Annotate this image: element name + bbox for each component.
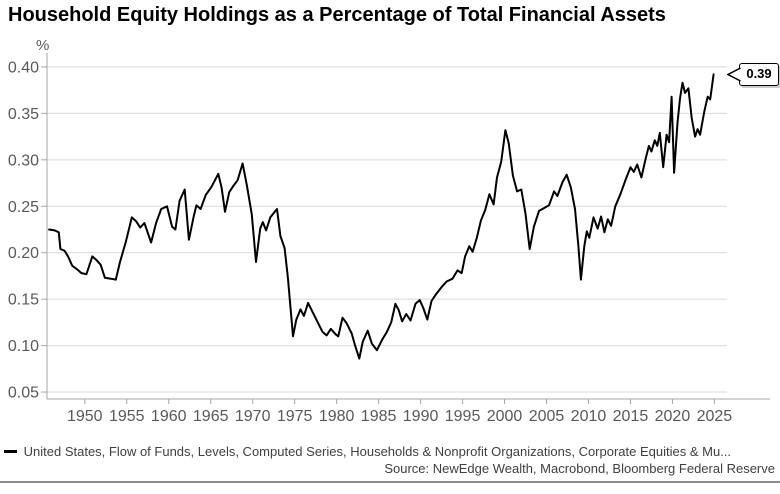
y-tick-label: 0.05 (8, 385, 39, 402)
x-tick-label: 1965 (193, 408, 229, 425)
line-chart: 0.05 0.10 0.15 0.20 0.25 0.30 0.35 0.40 1950 1955… (8, 53, 770, 425)
legend-line-marker-icon (4, 450, 17, 454)
y-axis-unit-label: % (36, 37, 50, 54)
legend: United States, Flow of Funds, Levels, Co… (4, 444, 776, 459)
x-tick-label: 2000 (487, 408, 523, 425)
y-tick-label: 0.20 (8, 245, 39, 262)
y-tick-label: 0.35 (8, 106, 39, 123)
x-tick-label: 2025 (697, 408, 733, 425)
callout-value: 0.39 (746, 66, 772, 81)
callout-arrow-icon (727, 66, 741, 82)
y-tick-label: 0.25 (8, 199, 39, 216)
bottom-divider (0, 481, 780, 483)
x-tick-label: 1975 (277, 408, 313, 425)
x-tick-label: 1990 (403, 408, 439, 425)
x-tick-label: 1985 (361, 408, 397, 425)
chart-title: Household Equity Holdings as a Percentag… (8, 4, 666, 26)
legend-label: United States, Flow of Funds, Levels, Co… (23, 444, 732, 459)
x-tick-label: 1995 (445, 408, 481, 425)
source-text: Source: NewEdge Wealth, Macrobond, Bloom… (384, 461, 775, 476)
x-tick-label: 1955 (109, 408, 145, 425)
x-tick-label: 2005 (529, 408, 565, 425)
x-tick-label: 1950 (67, 408, 103, 425)
x-tick-label: 2015 (613, 408, 649, 425)
callout-last-value: 0.39 (727, 63, 779, 86)
y-tick-label: 0.15 (8, 292, 39, 309)
y-tick-label: 0.40 (8, 59, 39, 76)
x-tick-label: 2020 (655, 408, 691, 425)
x-tick-label: 1970 (235, 408, 271, 425)
y-tick-label: 0.30 (8, 152, 39, 169)
x-tick-label: 2010 (571, 408, 607, 425)
x-tick-label: 1980 (319, 408, 355, 425)
x-tick-label: 1960 (151, 408, 187, 425)
y-tick-label: 0.10 (8, 338, 39, 355)
series-line (48, 73, 715, 360)
